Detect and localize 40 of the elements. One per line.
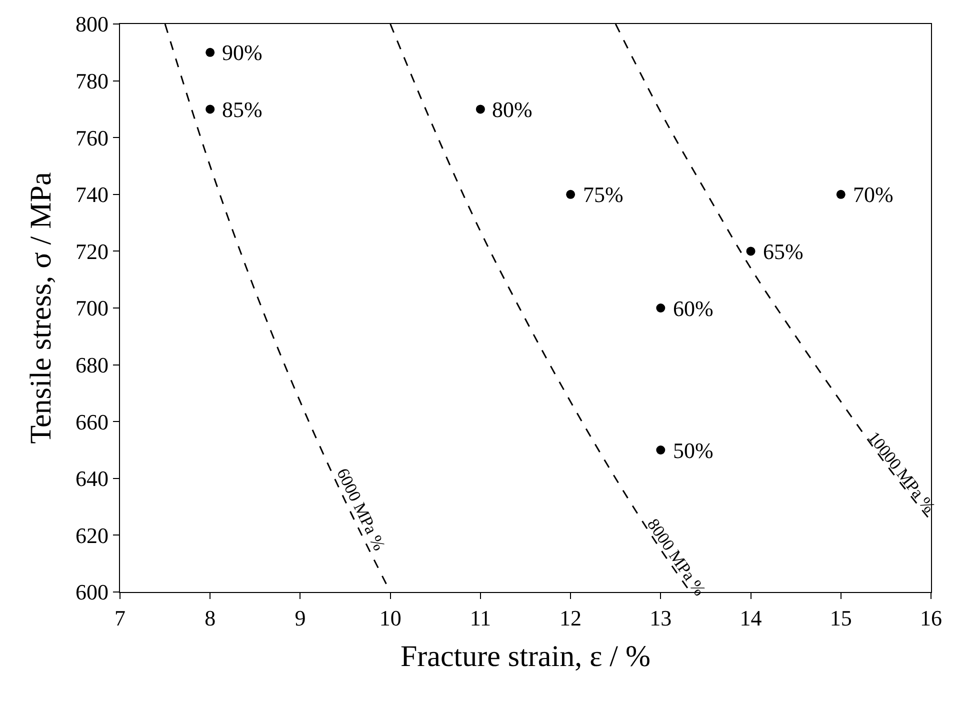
x-tick-label: 12	[560, 606, 582, 631]
point	[656, 446, 666, 454]
y-tick-label: 600	[75, 580, 108, 605]
x-tick-label: 14	[740, 606, 762, 631]
x-tick-label: 9	[294, 606, 306, 631]
text: 6000 MPa %	[332, 465, 389, 554]
x-tick-label: 10	[379, 606, 402, 631]
annotation: 85%	[222, 97, 262, 122]
point	[656, 304, 666, 312]
y-tick-label: 760	[75, 125, 108, 150]
x-tick-label: 7	[114, 606, 126, 631]
y-tick-label: 640	[75, 466, 108, 492]
point	[836, 190, 846, 199]
annotation: 75%	[583, 182, 624, 207]
y-tick-label: 720	[75, 238, 108, 264]
y-tick-label: 700	[75, 296, 108, 321]
annotation: 50%	[673, 438, 714, 463]
y-tick-label: 660	[75, 409, 108, 434]
annotation: 70%	[853, 182, 894, 207]
point	[206, 104, 215, 114]
y-tick-label: 800	[75, 12, 108, 37]
x-tick-label: 13	[650, 606, 672, 631]
x-tick-label: 11	[470, 606, 492, 631]
x-tick-label: 15	[830, 606, 852, 631]
point	[746, 246, 756, 256]
y-tick-label: 780	[75, 68, 108, 94]
annotation: 65%	[763, 239, 804, 264]
annotation: 90%	[222, 40, 262, 65]
y-tick-label: 740	[75, 182, 108, 208]
point	[206, 48, 215, 57]
point	[476, 104, 485, 114]
y-tick-label: 680	[75, 352, 108, 378]
x-tick-label: 16	[920, 606, 942, 631]
y-tick-label: 620	[75, 522, 108, 548]
annotation: 60%	[673, 296, 714, 321]
x-axis-title: Fracture strain, ε / %	[400, 640, 651, 674]
point	[566, 190, 576, 199]
y-axis-title: Tensile stress, σ / MPa	[24, 172, 58, 444]
annotation: 80%	[492, 97, 532, 122]
x-tick-label: 8	[204, 606, 216, 631]
